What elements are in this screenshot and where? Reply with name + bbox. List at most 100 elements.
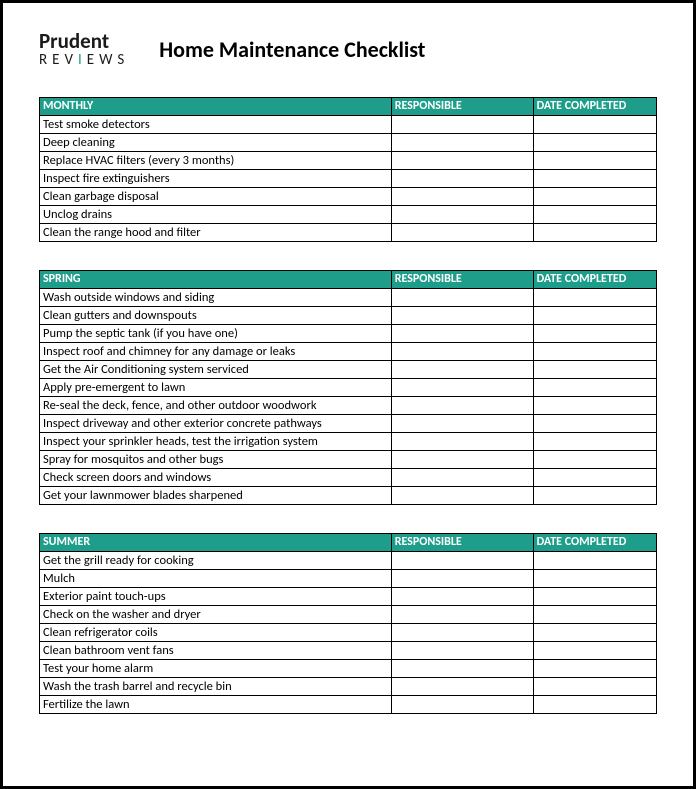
responsible-cell[interactable] (391, 551, 533, 569)
date-completed-cell[interactable] (533, 432, 656, 450)
checklist-table: MONTHLYRESPONSIBLEDATE COMPLETEDTest smo… (39, 97, 657, 242)
task-cell: Get the grill ready for cooking (40, 551, 392, 569)
page-title: Home Maintenance Checklist (159, 36, 425, 63)
date-completed-cell[interactable] (533, 587, 656, 605)
responsible-cell[interactable] (391, 695, 533, 713)
table-row: Get the grill ready for cooking (40, 551, 657, 569)
date-completed-cell[interactable] (533, 360, 656, 378)
checklist-table: SUMMERRESPONSIBLEDATE COMPLETEDGet the g… (39, 533, 657, 714)
table-row: Pump the septic tank (if you have one) (40, 324, 657, 342)
responsible-cell[interactable] (391, 569, 533, 587)
task-cell: Re-seal the deck, fence, and other outdo… (40, 396, 392, 414)
date-completed-cell[interactable] (533, 641, 656, 659)
responsible-cell[interactable] (391, 396, 533, 414)
table-row: Get the Air Conditioning system serviced (40, 360, 657, 378)
responsible-cell[interactable] (391, 378, 533, 396)
responsible-cell[interactable] (391, 306, 533, 324)
table-row: Clean garbage disposal (40, 187, 657, 205)
table-row: Unclog drains (40, 205, 657, 223)
responsible-cell[interactable] (391, 288, 533, 306)
task-cell: Deep cleaning (40, 133, 392, 151)
responsible-cell[interactable] (391, 151, 533, 169)
responsible-cell[interactable] (391, 360, 533, 378)
date-completed-cell[interactable] (533, 695, 656, 713)
section-spring: SPRINGRESPONSIBLEDATE COMPLETEDWash outs… (39, 270, 657, 505)
responsible-cell[interactable] (391, 587, 533, 605)
responsible-cell[interactable] (391, 223, 533, 241)
responsible-cell[interactable] (391, 342, 533, 360)
responsible-cell[interactable] (391, 677, 533, 695)
column-header-responsible: RESPONSIBLE (391, 270, 533, 288)
date-completed-cell[interactable] (533, 223, 656, 241)
table-header-row: MONTHLYRESPONSIBLEDATE COMPLETED (40, 97, 657, 115)
task-cell: Wash outside windows and siding (40, 288, 392, 306)
table-row: Clean the range hood and filter (40, 223, 657, 241)
table-row: Clean bathroom vent fans (40, 641, 657, 659)
date-completed-cell[interactable] (533, 169, 656, 187)
date-completed-cell[interactable] (533, 151, 656, 169)
responsible-cell[interactable] (391, 659, 533, 677)
column-header-date-completed: DATE COMPLETED (533, 97, 656, 115)
responsible-cell[interactable] (391, 623, 533, 641)
date-completed-cell[interactable] (533, 288, 656, 306)
date-completed-cell[interactable] (533, 569, 656, 587)
task-cell: Test smoke detectors (40, 115, 392, 133)
task-cell: Spray for mosquitos and other bugs (40, 450, 392, 468)
date-completed-cell[interactable] (533, 306, 656, 324)
table-row: Test your home alarm (40, 659, 657, 677)
page-container: Prudent REVIEWS Home Maintenance Checkli… (0, 0, 696, 789)
responsible-cell[interactable] (391, 486, 533, 504)
table-row: Clean gutters and downspouts (40, 306, 657, 324)
responsible-cell[interactable] (391, 605, 533, 623)
responsible-cell[interactable] (391, 324, 533, 342)
responsible-cell[interactable] (391, 169, 533, 187)
table-row: Inspect fire extinguishers (40, 169, 657, 187)
logo: Prudent REVIEWS (39, 31, 129, 69)
responsible-cell[interactable] (391, 414, 533, 432)
date-completed-cell[interactable] (533, 551, 656, 569)
table-row: Exterior paint touch-ups (40, 587, 657, 605)
sections-container: MONTHLYRESPONSIBLEDATE COMPLETEDTest smo… (39, 97, 657, 714)
responsible-cell[interactable] (391, 133, 533, 151)
date-completed-cell[interactable] (533, 486, 656, 504)
date-completed-cell[interactable] (533, 468, 656, 486)
section-summer: SUMMERRESPONSIBLEDATE COMPLETEDGet the g… (39, 533, 657, 714)
date-completed-cell[interactable] (533, 205, 656, 223)
column-header-section: SUMMER (40, 533, 392, 551)
date-completed-cell[interactable] (533, 324, 656, 342)
responsible-cell[interactable] (391, 432, 533, 450)
responsible-cell[interactable] (391, 641, 533, 659)
date-completed-cell[interactable] (533, 187, 656, 205)
logo-title: Prudent (39, 31, 129, 52)
date-completed-cell[interactable] (533, 115, 656, 133)
table-row: Check on the washer and dryer (40, 605, 657, 623)
column-header-date-completed: DATE COMPLETED (533, 270, 656, 288)
task-cell: Get your lawnmower blades sharpened (40, 486, 392, 504)
date-completed-cell[interactable] (533, 659, 656, 677)
task-cell: Unclog drains (40, 205, 392, 223)
table-row: Wash the trash barrel and recycle bin (40, 677, 657, 695)
table-row: Check screen doors and windows (40, 468, 657, 486)
responsible-cell[interactable] (391, 115, 533, 133)
responsible-cell[interactable] (391, 205, 533, 223)
task-cell: Check screen doors and windows (40, 468, 392, 486)
column-header-responsible: RESPONSIBLE (391, 97, 533, 115)
table-row: Clean refrigerator coils (40, 623, 657, 641)
table-row: Inspect driveway and other exterior conc… (40, 414, 657, 432)
task-cell: Get the Air Conditioning system serviced (40, 360, 392, 378)
date-completed-cell[interactable] (533, 623, 656, 641)
date-completed-cell[interactable] (533, 677, 656, 695)
table-row: Fertilize the lawn (40, 695, 657, 713)
date-completed-cell[interactable] (533, 414, 656, 432)
date-completed-cell[interactable] (533, 342, 656, 360)
date-completed-cell[interactable] (533, 396, 656, 414)
date-completed-cell[interactable] (533, 378, 656, 396)
responsible-cell[interactable] (391, 468, 533, 486)
date-completed-cell[interactable] (533, 450, 656, 468)
date-completed-cell[interactable] (533, 605, 656, 623)
task-cell: Fertilize the lawn (40, 695, 392, 713)
responsible-cell[interactable] (391, 450, 533, 468)
responsible-cell[interactable] (391, 187, 533, 205)
table-row: Spray for mosquitos and other bugs (40, 450, 657, 468)
date-completed-cell[interactable] (533, 133, 656, 151)
